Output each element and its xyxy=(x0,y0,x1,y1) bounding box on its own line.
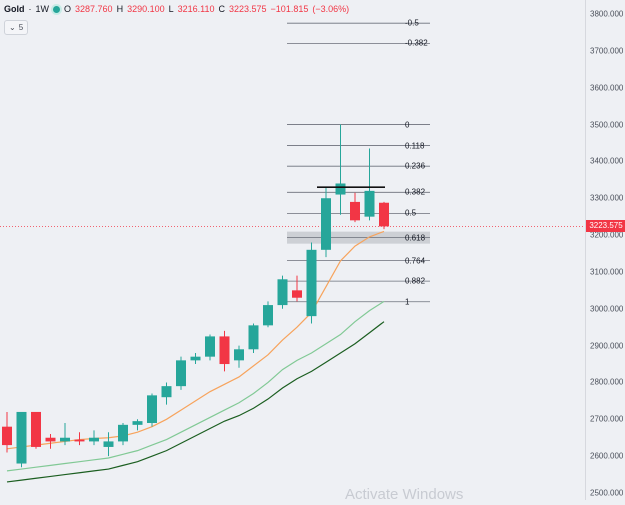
fib-level-label: 0 xyxy=(405,120,410,130)
open-value: 3287.760 xyxy=(75,4,113,14)
indicator-count: 5 xyxy=(18,23,24,32)
price-axis-tick: 3000.000 xyxy=(590,304,624,314)
candle-body xyxy=(16,411,27,464)
indicators-toggle-button[interactable]: ⌄ 5 xyxy=(4,20,29,35)
fib-level-label: 0.118 xyxy=(405,141,425,151)
interval-label[interactable]: 1W xyxy=(35,4,50,14)
candle-body xyxy=(132,421,143,425)
fib-level-label: 0.618 xyxy=(405,233,426,243)
chart-area[interactable]: Gold · 1W O 3287.760 H 3290.100 L 3216.110 … xyxy=(0,0,585,503)
candle-body xyxy=(379,202,389,227)
open-label: O xyxy=(64,4,72,14)
chevron-down-icon: ⌄ xyxy=(9,23,16,32)
price-axis-tick: 3700.000 xyxy=(590,46,624,56)
candle-body xyxy=(118,424,128,442)
market-status-icon xyxy=(53,5,60,13)
price-axis-tick: 2800.000 xyxy=(590,377,624,387)
candle-body xyxy=(31,411,41,447)
fib-level-label: -0.382 xyxy=(405,38,428,48)
fib-level-label: 0.882 xyxy=(405,276,426,286)
close-label: C xyxy=(218,4,226,14)
candle-body xyxy=(335,183,346,195)
high-value: 3290.100 xyxy=(127,4,165,14)
fib-level-label: -0.5 xyxy=(405,18,419,28)
candle-body xyxy=(60,437,70,442)
price-axis-tick: 3800.000 xyxy=(590,9,624,19)
ema-mid-line xyxy=(6,300,385,472)
symbol-legend: Gold · 1W O 3287.760 H 3290.100 L 3216.110 … xyxy=(4,4,350,14)
fib-level-label: 1 xyxy=(405,297,410,307)
candle-body xyxy=(248,325,259,350)
price-axis-tick: 2600.000 xyxy=(590,451,624,461)
candle-body xyxy=(306,249,317,317)
ema-slow-line xyxy=(6,321,385,483)
candle-body xyxy=(205,336,215,357)
candle-body xyxy=(74,439,85,442)
price-axis-tick: 2700.000 xyxy=(590,414,624,424)
candle-body xyxy=(161,386,172,398)
change-value: −101.815 xyxy=(270,4,309,14)
fib-level-label: 0.382 xyxy=(405,187,426,197)
candle-body xyxy=(292,290,302,298)
candle-body xyxy=(321,198,331,250)
ema-fast-line xyxy=(6,230,385,450)
price-axis-tick: 2900.000 xyxy=(590,341,624,351)
close-value: 3223.575 xyxy=(229,4,267,14)
price-axis-tick: 3200.000 xyxy=(590,230,624,240)
fib-level-label: 0.5 xyxy=(405,208,417,218)
candle-body xyxy=(350,201,360,221)
price-axis-tick: 3100.000 xyxy=(590,267,624,277)
change-percent: (−3.06%) xyxy=(312,4,350,14)
candle-body xyxy=(2,426,12,446)
price-axis-tick: 3600.000 xyxy=(590,83,624,93)
low-value: 3216.110 xyxy=(177,4,215,14)
candle-body xyxy=(190,356,201,361)
candle-body xyxy=(277,279,288,306)
candle-body xyxy=(364,190,375,217)
symbol-name[interactable]: Gold xyxy=(4,4,25,14)
candle-body xyxy=(219,336,230,365)
activate-windows-watermark: Activate Windows xyxy=(345,486,464,503)
price-axis[interactable]: 3800.000 3700.000 3600.000 3500.000 3400.000… xyxy=(585,0,625,500)
price-axis-tick: 3500.000 xyxy=(590,120,624,130)
candle-body xyxy=(45,437,56,442)
candle-body xyxy=(147,395,157,423)
high-label: H xyxy=(116,4,124,14)
candle-body xyxy=(263,305,273,326)
candle-body xyxy=(176,360,186,387)
candle-body xyxy=(89,437,99,442)
current-price-tag: 3223.575 xyxy=(586,220,625,233)
price-axis-tick: 3400.000 xyxy=(590,156,624,166)
candle-body xyxy=(234,349,244,361)
price-chart[interactable] xyxy=(0,0,585,500)
fib-level-label: 0.236 xyxy=(405,161,426,171)
price-axis-tick: 3300.000 xyxy=(590,193,624,203)
fib-level-label: 0.764 xyxy=(405,256,426,265)
low-label: L xyxy=(168,4,174,14)
candle-body xyxy=(103,441,114,447)
price-axis-tick: 2500.000 xyxy=(590,488,624,498)
